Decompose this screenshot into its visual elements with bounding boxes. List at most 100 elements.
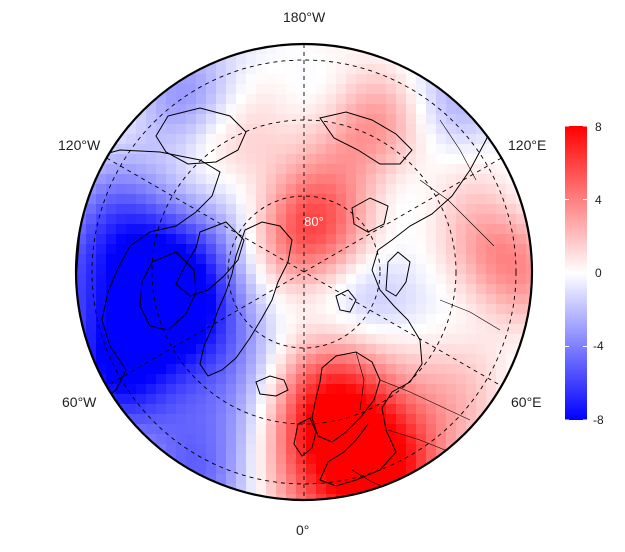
field-cell — [206, 314, 217, 325]
field-cell — [356, 114, 367, 125]
field-cell — [246, 284, 257, 295]
field-cell — [406, 204, 417, 215]
field-cell — [346, 134, 357, 145]
field-cell — [406, 444, 417, 455]
field-cell — [226, 54, 237, 65]
field-cell — [446, 324, 457, 335]
field-cell — [126, 144, 137, 155]
field-cell — [396, 204, 407, 215]
field-cell — [336, 304, 347, 315]
field-cell — [256, 334, 267, 345]
field-cell — [176, 154, 187, 165]
field-cell — [296, 424, 307, 435]
field-cell — [76, 244, 87, 255]
field-cell — [446, 194, 457, 205]
field-cell — [456, 104, 467, 115]
field-cell — [506, 254, 517, 265]
field-cell — [306, 444, 317, 455]
field-cell — [206, 194, 217, 205]
field-cell — [206, 424, 217, 435]
field-cell — [446, 434, 457, 445]
country-borders — [351, 119, 501, 491]
field-cell — [446, 304, 457, 315]
field-cell — [486, 144, 497, 155]
field-cell — [426, 354, 437, 365]
field-cell — [496, 334, 507, 345]
field-cell — [276, 84, 287, 95]
field-cell — [376, 264, 387, 275]
field-cell — [366, 334, 377, 345]
field-cell — [436, 334, 447, 345]
field-cell — [336, 424, 347, 435]
field-cell — [506, 324, 517, 335]
field-cell — [306, 54, 317, 65]
field-cell — [506, 214, 517, 225]
field-cell — [426, 294, 437, 305]
field-cell — [276, 194, 287, 205]
field-cell — [156, 204, 167, 215]
field-cell — [86, 254, 97, 265]
field-cell — [306, 464, 317, 475]
field-cell — [166, 84, 177, 95]
field-cell — [116, 184, 127, 195]
field-cell — [346, 404, 357, 415]
field-cell — [196, 234, 207, 245]
field-cell — [386, 344, 397, 355]
field-cell — [436, 394, 447, 405]
field-cell — [196, 74, 207, 85]
field-cell — [466, 154, 477, 165]
field-cell — [456, 134, 467, 145]
field-cell — [296, 444, 307, 455]
field-cell — [316, 184, 327, 195]
field-cell — [486, 274, 497, 285]
field-cell — [146, 354, 157, 365]
field-cell — [276, 424, 287, 435]
field-cell — [446, 404, 457, 415]
field-cell — [146, 394, 157, 405]
field-cell — [206, 164, 217, 175]
field-cell — [366, 104, 377, 115]
field-cell — [266, 434, 277, 445]
field-cell — [496, 194, 507, 205]
field-cell — [346, 344, 357, 355]
field-cell — [246, 144, 257, 155]
field-cell — [336, 84, 347, 95]
field-cell — [206, 274, 217, 285]
field-cell — [276, 324, 287, 335]
field-cell — [436, 104, 447, 115]
field-cell — [436, 234, 447, 245]
field-cell — [346, 284, 357, 295]
field-cell — [526, 294, 532, 305]
field-cell — [436, 384, 447, 395]
field-cell — [286, 124, 297, 135]
field-cell — [286, 364, 297, 375]
field-cell — [226, 414, 237, 425]
field-cell — [376, 364, 387, 375]
field-cell — [356, 424, 367, 435]
field-cell — [246, 244, 257, 255]
field-cell — [106, 224, 117, 235]
field-cell — [516, 304, 527, 315]
field-cell — [326, 314, 337, 325]
british-isles-coastline — [293, 417, 317, 457]
field-cell — [356, 404, 367, 415]
field-cell — [366, 174, 377, 185]
field-cell — [176, 84, 187, 95]
field-cell — [256, 64, 267, 75]
field-cell — [356, 344, 367, 355]
field-cell — [156, 374, 167, 385]
colorbar-tick-label: -8 — [593, 413, 604, 427]
field-cell — [226, 124, 237, 135]
field-cell — [266, 414, 277, 425]
field-cell — [246, 194, 257, 205]
field-cell — [156, 94, 167, 105]
field-cell — [116, 174, 127, 185]
field-cell — [466, 304, 477, 315]
field-cell — [386, 484, 397, 495]
field-cell — [376, 164, 387, 175]
field-cell — [446, 224, 457, 235]
field-cell — [396, 144, 407, 155]
field-cell — [366, 494, 377, 500]
novaya-zemlya-coastline — [385, 251, 411, 297]
field-cell — [466, 134, 477, 145]
